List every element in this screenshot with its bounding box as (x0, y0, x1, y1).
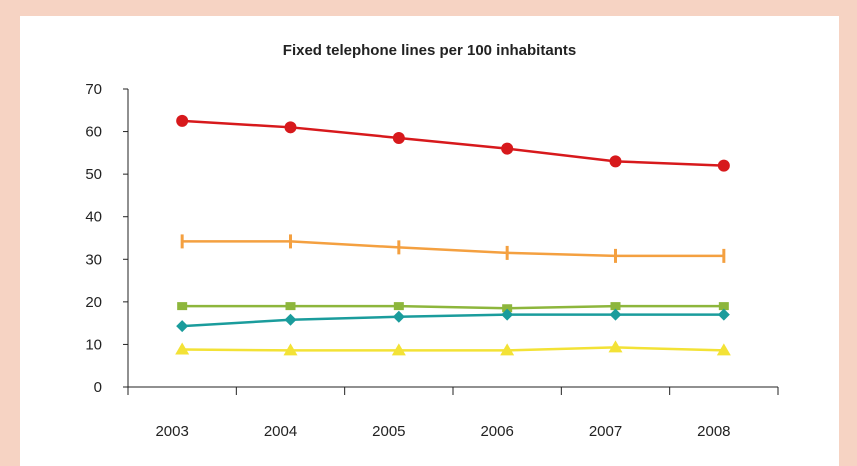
chart-title: Fixed telephone lines per 100 inhabitant… (282, 42, 577, 59)
series-2-point (397, 240, 401, 255)
series-5-line (182, 346, 724, 352)
series-5-point (500, 343, 515, 356)
series-4-point (609, 308, 622, 321)
y-tick-label: 10 (85, 336, 102, 353)
series-2-point (289, 234, 292, 249)
x-tick-label: 2007 (589, 423, 622, 440)
series-2-point (180, 234, 184, 249)
series-1-point (501, 142, 514, 155)
series-5-point (175, 342, 190, 355)
series-3-point (610, 302, 621, 311)
y-tick-label: 50 (85, 166, 102, 183)
series-1-point (176, 114, 189, 127)
series-4-point (176, 320, 189, 333)
series-1-line (182, 119, 724, 167)
series-2-point (722, 248, 726, 263)
y-tick-label: 30 (85, 251, 102, 268)
series-4-point (501, 308, 514, 321)
series-2-point (614, 248, 617, 263)
series-3-point (718, 302, 729, 311)
y-tick-label: 0 (94, 379, 102, 396)
y-tick-label: 70 (85, 81, 102, 98)
series-1-point (609, 155, 622, 168)
y-tick-label: 60 (85, 124, 102, 141)
series-5-point (608, 340, 623, 353)
x-tick-label: 2004 (264, 423, 297, 440)
y-tick-label: 40 (85, 209, 102, 226)
series-2-line (182, 240, 724, 258)
series-3-line (182, 304, 724, 310)
y-tick-label: 20 (85, 294, 102, 311)
series-5-point (716, 343, 731, 356)
x-tick-label: 2003 (155, 423, 188, 440)
series-5-point (391, 343, 406, 356)
x-tick-label: 2006 (480, 423, 513, 440)
series-5-point (283, 343, 298, 356)
chart-panel: Fixed telephone lines per 100 inhabitant… (20, 16, 839, 466)
series-4-line (182, 313, 724, 328)
series-4-point (392, 310, 405, 323)
series-1-point (392, 131, 405, 144)
series-1-point (284, 121, 297, 134)
series-2-point (505, 245, 509, 260)
series-4-point (717, 308, 730, 321)
x-tick-label: 2008 (697, 423, 730, 440)
series-1-point (717, 159, 730, 172)
series-3-point (285, 302, 296, 311)
series-4-point (284, 313, 297, 326)
series-3-point (393, 302, 404, 311)
series-3-point (502, 304, 513, 313)
line-chart: 0 10 20 30 40 50 60 70 2003 2004 2005 2006 2007 2008 (85, 81, 779, 440)
x-tick-label: 2005 (372, 423, 405, 440)
series-3-point (177, 302, 188, 311)
